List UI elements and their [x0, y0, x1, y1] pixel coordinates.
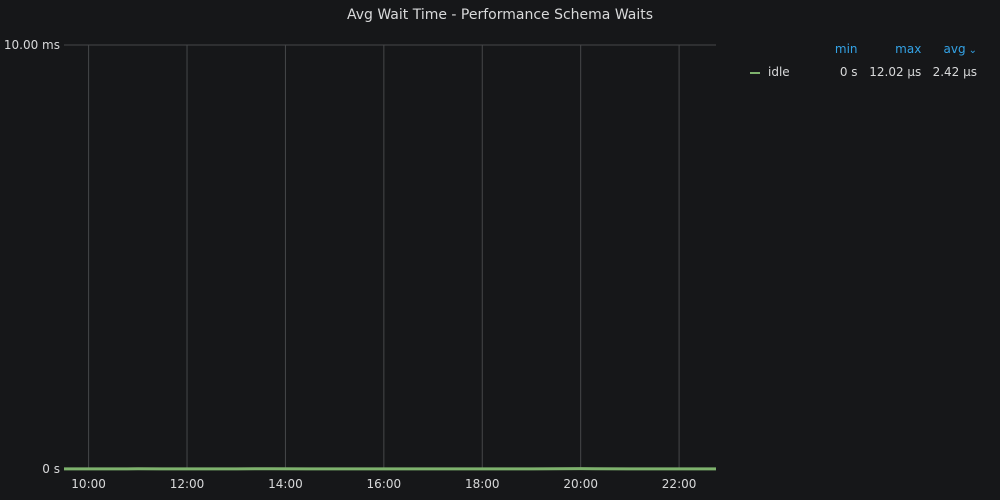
chevron-down-icon: ⌄ [968, 45, 977, 56]
x-tick-label: 14:00 [268, 477, 303, 491]
y-axis: 0 s 10.00 ms [4, 38, 60, 476]
legend: min max avg ⌄ idle 0 s 12.02 µs 2.42 µs [740, 38, 985, 84]
x-tick-label: 16:00 [367, 477, 402, 491]
legend-row-idle[interactable]: idle 0 s 12.02 µs 2.42 µs [740, 60, 985, 84]
panel-title[interactable]: Avg Wait Time - Performance Schema Waits [346, 7, 654, 23]
x-tick-label: 12:00 [170, 477, 205, 491]
x-tick-label: 10:00 [71, 477, 106, 491]
legend-value-min: 0 s [839, 65, 858, 79]
y-tick-label: 10.00 ms [4, 38, 60, 52]
y-grid [64, 44, 716, 470]
series-color-swatch [750, 71, 760, 74]
x-grid [88, 45, 680, 469]
x-tick-label: 22:00 [662, 477, 697, 491]
legend-header-avg[interactable]: avg ⌄ [943, 42, 977, 56]
legend-header-min[interactable]: min [834, 42, 858, 56]
legend-series-name[interactable]: idle [740, 60, 833, 84]
x-tick-label: 18:00 [465, 477, 500, 491]
x-axis: 10:00 12:00 14:00 16:00 18:00 20:00 22:00 [71, 477, 696, 491]
y-tick-label: 0 s [42, 462, 60, 476]
x-tick-label: 20:00 [563, 477, 598, 491]
legend-value-avg: 2.42 µs [932, 65, 977, 79]
legend-value-max: 12.02 µs [869, 65, 922, 79]
legend-header-max[interactable]: max [895, 42, 922, 56]
